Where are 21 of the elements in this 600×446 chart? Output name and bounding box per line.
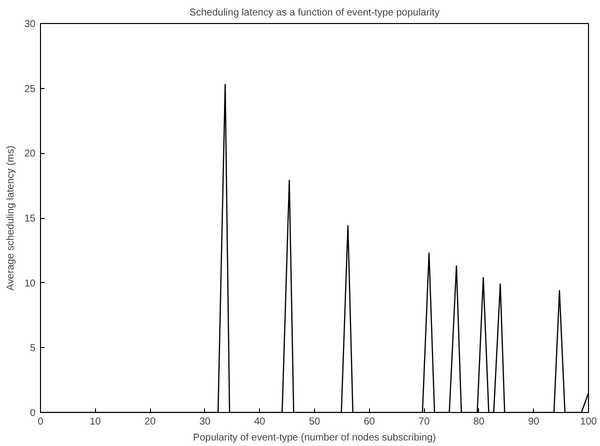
x-tick-label: 40 [254,416,266,428]
y-tick-label: 15 [24,214,36,224]
y-tick-label: 30 [24,19,36,30]
y-tick-label: 25 [24,84,36,95]
y-axis-title: Average scheduling latency (ms) [5,146,16,290]
x-tick-label: 100 [580,416,598,428]
y-tick-label: 10 [24,278,36,290]
x-tick-label: 90 [528,416,540,428]
x-axis-title: Popularity of event-type (number of nodes subscribing) [193,432,436,444]
x-tick-label: 20 [144,416,156,428]
y-tick-label: 20 [24,148,36,160]
x-tick-label: 0 [38,416,44,428]
x-tick-label: 60 [364,416,376,428]
chart-title: Scheduling latency as a function of event-type popularity [189,8,440,18]
y-tick-label: 5 [30,343,36,354]
x-tick-label: 80 [473,416,485,428]
x-tick-label: 10 [90,416,102,428]
x-tick-label: 30 [199,416,211,428]
y-tick-label: 0 [30,408,36,419]
x-tick-label: 50 [308,416,320,428]
x-tick-label: 70 [418,416,430,428]
